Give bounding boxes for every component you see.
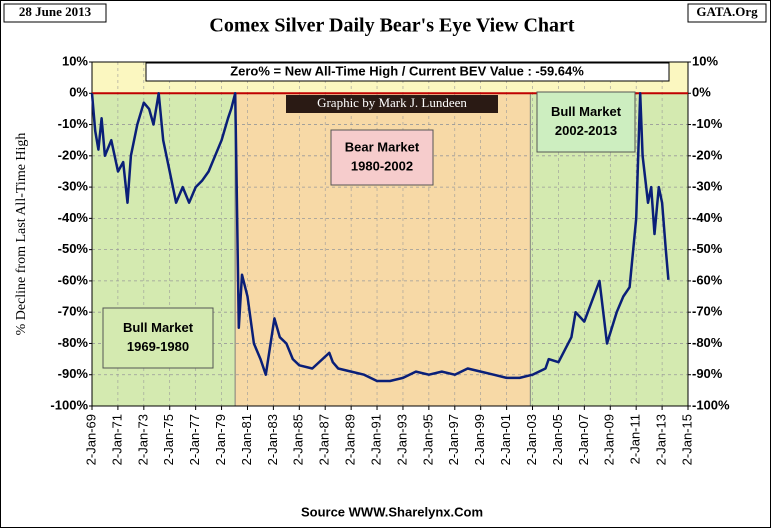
y2-tick-label: -90% [692,366,723,381]
y2-tick-label: 0% [692,85,711,100]
plot-border [91,61,689,407]
x-tick-label: 2-Jan-09 [602,414,617,465]
region-label: Bear Market [345,139,420,154]
y2-tick-label: -100% [692,397,730,412]
y-tick-label: -90% [58,366,89,381]
y2-tick-label: -40% [692,210,723,225]
x-tick-label: 2-Jan-71 [109,414,124,465]
y2-tick-label: -80% [692,335,723,350]
y-tick-label: -80% [58,335,89,350]
x-tick-label: 2-Jan-89 [343,414,358,465]
region [234,61,531,407]
x-tick-label: 2-Jan-15 [679,414,694,465]
y-tick-label: 0% [69,85,88,100]
y2-tick-label: -30% [692,179,723,194]
x-tick-label: 2-Jan-91 [368,414,383,465]
x-tick-label: 2-Jan-75 [161,414,176,465]
y-tick-label: -60% [58,272,89,287]
info-text: Zero% = New All-Time High / Current BEV … [230,63,584,78]
chart-title: Comex Silver Daily Bear's Eye View Chart [209,15,574,37]
x-tick-label: 2-Jan-13 [654,414,669,465]
y-tick-label: -100% [50,397,88,412]
y-tick-label: -30% [58,179,89,194]
x-tick-label: 2-Jan-03 [524,414,539,465]
source: Source WWW.Sharelynx.Com [301,504,483,519]
x-tick-label: 2-Jan-99 [472,414,487,465]
x-tick-label: 2-Jan-79 [213,414,228,465]
corner-label: GATA.Org [696,4,758,19]
x-tick-label: 2-Jan-07 [576,414,591,465]
region-label: 2002-2013 [555,123,617,138]
credit-box [286,95,498,113]
x-tick-label: 2-Jan-77 [187,414,202,465]
y2-tick-label: -70% [692,304,723,319]
y2-tick-label: 10% [692,53,718,68]
y-tick-label: -20% [58,147,89,162]
date-label: 28 June 2013 [19,4,92,19]
x-tick-label: 2-Jan-73 [135,414,150,465]
y2-tick-label: -50% [692,241,723,256]
region-label: 1969-1980 [127,339,189,354]
x-tick-label: 2-Jan-05 [550,414,565,465]
region-label-box [102,307,214,369]
region-label: Bull Market [123,320,194,335]
x-tick-label: 2-Jan-11 [628,414,643,464]
credit-text: Graphic by Mark J. Lundeen [317,95,467,110]
x-tick-label: 2-Jan-01 [498,414,513,465]
y-tick-label: 10% [62,53,88,68]
x-tick-label: 2-Jan-69 [83,414,98,465]
x-tick-label: 2-Jan-93 [394,414,409,465]
y-tick-label: -70% [58,304,89,319]
x-tick-label: 2-Jan-85 [291,414,306,465]
y-tick-label: -40% [58,210,89,225]
region-label-box [536,91,636,153]
x-tick-label: 2-Jan-81 [239,414,254,465]
x-tick-label: 2-Jan-95 [420,414,435,465]
region-label-box [330,129,434,186]
region-label: 1980-2002 [351,158,413,173]
y2-tick-label: -10% [692,116,723,131]
info-box [145,62,670,82]
y-tick-label: -50% [58,241,89,256]
x-tick-label: 2-Jan-97 [446,414,461,465]
x-tick-label: 2-Jan-83 [265,414,280,465]
corner-box [687,3,767,23]
y2-tick-label: -60% [692,272,723,287]
region-label: Bull Market [551,104,622,119]
date-box [3,3,107,23]
y-axis-label: % Decline from Last All-Time High [14,133,29,336]
data-line [90,92,670,383]
y2-tick-label: -20% [692,147,723,162]
y-tick-label: -10% [58,116,89,131]
x-tick-label: 2-Jan-87 [317,414,332,465]
